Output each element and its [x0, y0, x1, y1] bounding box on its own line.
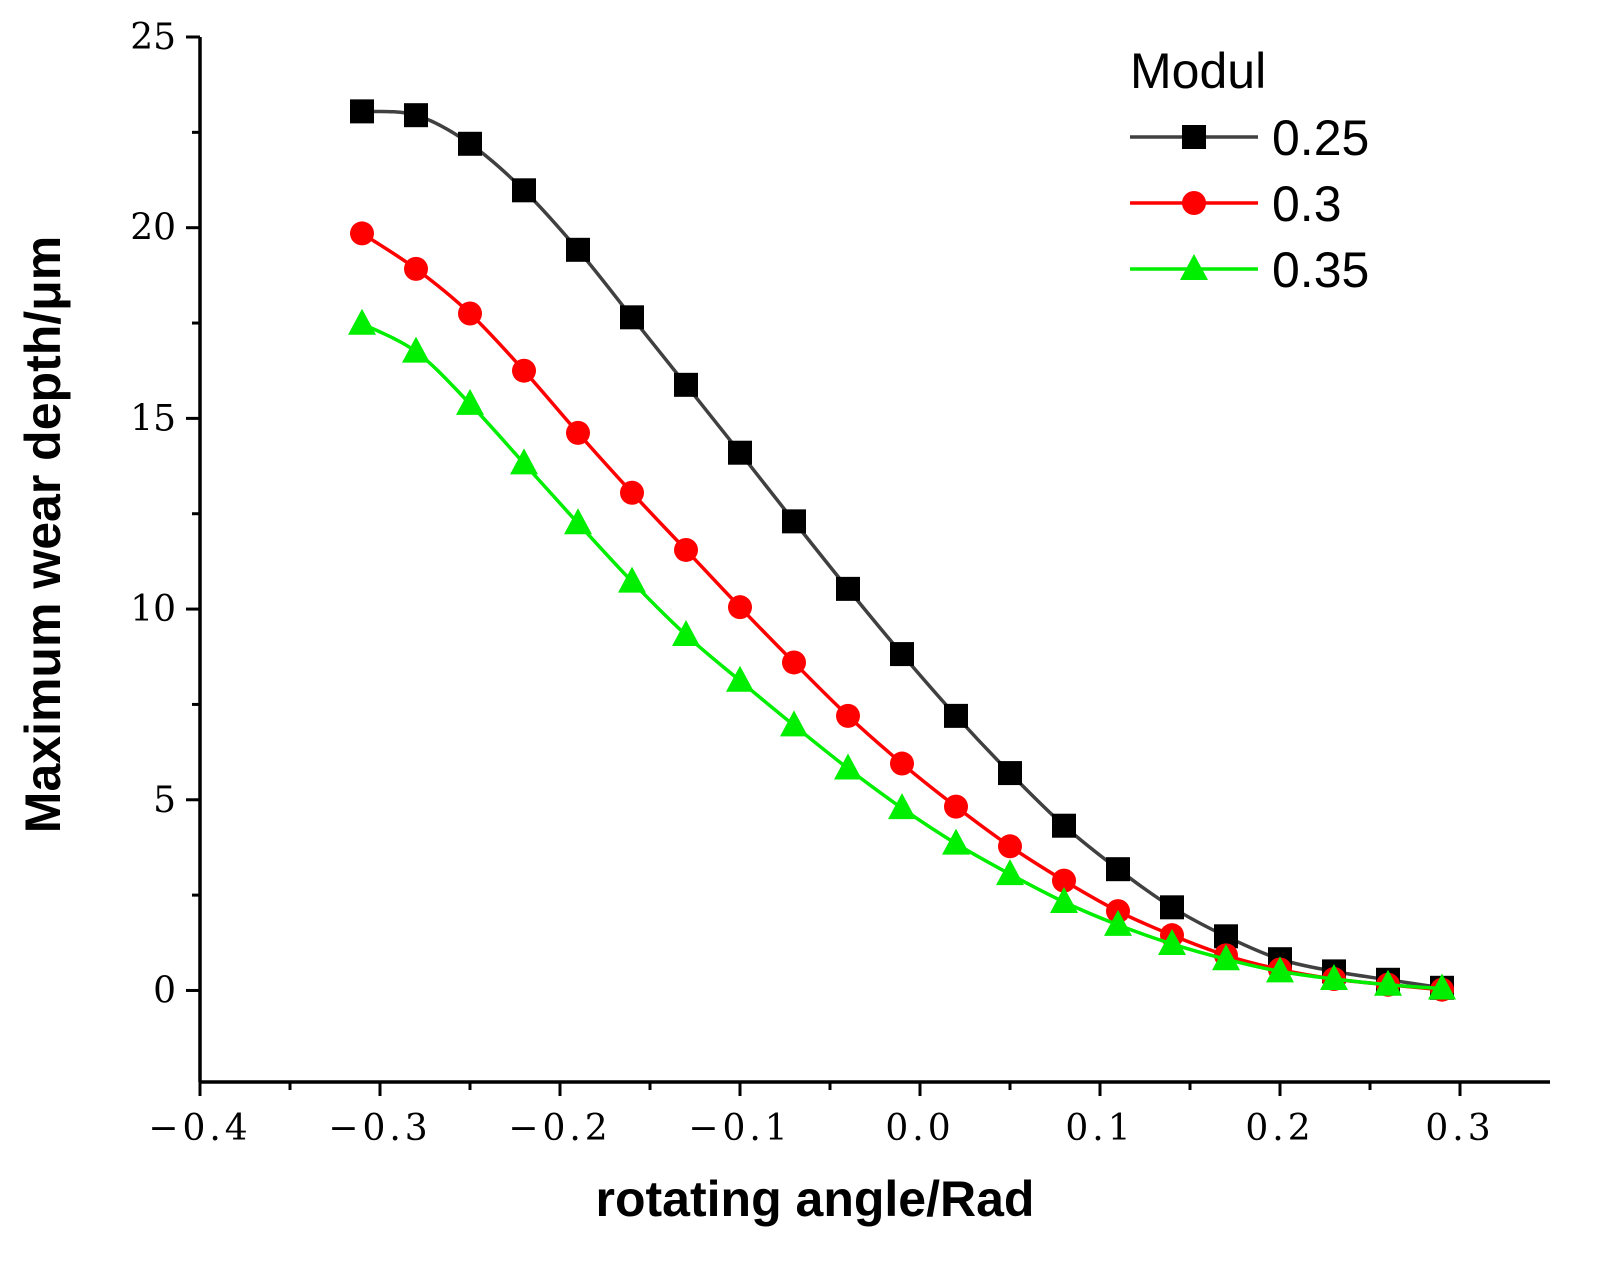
- data-point: [1320, 964, 1348, 991]
- axes: 0 5 10 15 20 25 −0.4 −0.3 −0.2 −0.1 0.0 0.1 0.2 0.3: [130, 17, 1550, 1149]
- legend-label: 0.35: [1272, 242, 1369, 298]
- y-tick-label: 0: [153, 970, 176, 1011]
- data-point: [1160, 895, 1184, 920]
- data-point: [726, 665, 754, 692]
- data-point: [674, 372, 698, 397]
- data-point: [672, 620, 700, 647]
- data-point: [1428, 973, 1456, 1000]
- data-point: [350, 221, 374, 246]
- data-point: [998, 834, 1022, 859]
- series-layer: [348, 99, 1456, 1002]
- data-point: [888, 793, 916, 820]
- y-axis-title: Maximum wear depth/μm: [15, 236, 71, 833]
- data-point: [512, 178, 536, 203]
- legend: 0.25 0.3 0.35: [1130, 110, 1369, 298]
- data-point: [834, 753, 862, 780]
- y-tick-label: 15: [130, 398, 176, 439]
- data-point: [458, 131, 482, 156]
- x-tick-label: 0.2: [1245, 1108, 1314, 1149]
- data-point: [674, 537, 698, 562]
- series-0.3: [350, 221, 1454, 1002]
- legend-marker: [1182, 125, 1206, 149]
- data-point: [512, 358, 536, 383]
- legend-marker: [1180, 254, 1208, 280]
- data-point: [836, 576, 860, 601]
- data-point: [618, 566, 646, 593]
- data-point: [404, 103, 428, 128]
- series-line: [361, 322, 1443, 991]
- y-tick-label: 5: [153, 780, 176, 821]
- data-point: [1212, 944, 1240, 971]
- data-point: [456, 388, 484, 415]
- data-point: [996, 859, 1024, 886]
- series-0.25: [350, 99, 1454, 1000]
- data-point: [1052, 813, 1076, 838]
- data-point: [564, 508, 592, 535]
- series-0.35: [348, 308, 1456, 1000]
- x-tick-label: −0.1: [688, 1108, 791, 1149]
- legend-title: Modul: [1130, 43, 1266, 99]
- data-point: [1050, 886, 1078, 913]
- x-tick-label: 0.0: [885, 1108, 954, 1149]
- data-point: [458, 301, 482, 326]
- data-point: [944, 703, 968, 728]
- legend-marker: [1182, 191, 1206, 215]
- x-tick-label: 0.3: [1425, 1108, 1494, 1149]
- x-axis-title: rotating angle/Rad: [596, 1171, 1035, 1227]
- data-point: [566, 420, 590, 445]
- data-point: [728, 595, 752, 620]
- data-point: [348, 308, 376, 335]
- data-point: [942, 828, 970, 855]
- data-point: [728, 440, 752, 465]
- data-point: [1158, 928, 1186, 955]
- x-tick-label: −0.4: [148, 1108, 251, 1149]
- x-tick-label: −0.2: [508, 1108, 611, 1149]
- data-point: [890, 642, 914, 667]
- data-point: [1266, 956, 1294, 983]
- data-point: [890, 751, 914, 776]
- data-point: [1374, 969, 1402, 996]
- data-point: [1104, 909, 1132, 936]
- data-point: [782, 509, 806, 534]
- data-point: [1106, 857, 1130, 882]
- series-line: [361, 231, 1443, 992]
- data-point: [836, 703, 860, 728]
- y-tick-label: 25: [130, 17, 176, 58]
- data-point: [998, 761, 1022, 786]
- data-point: [350, 99, 374, 124]
- data-point: [944, 794, 968, 819]
- data-point: [620, 305, 644, 330]
- data-point: [782, 650, 806, 675]
- x-tick-label: 0.1: [1065, 1108, 1134, 1149]
- y-tick-label: 10: [130, 589, 176, 630]
- legend-label: 0.3: [1272, 176, 1342, 232]
- data-point: [1052, 868, 1076, 893]
- data-point: [780, 710, 808, 737]
- y-tick-label: 20: [130, 208, 176, 249]
- data-point: [566, 237, 590, 262]
- data-point: [404, 256, 428, 281]
- data-point: [510, 448, 538, 475]
- x-tick-label: −0.3: [328, 1108, 431, 1149]
- data-point: [620, 480, 644, 505]
- series-line: [361, 109, 1443, 990]
- data-point: [402, 336, 430, 363]
- legend-label: 0.25: [1272, 110, 1369, 166]
